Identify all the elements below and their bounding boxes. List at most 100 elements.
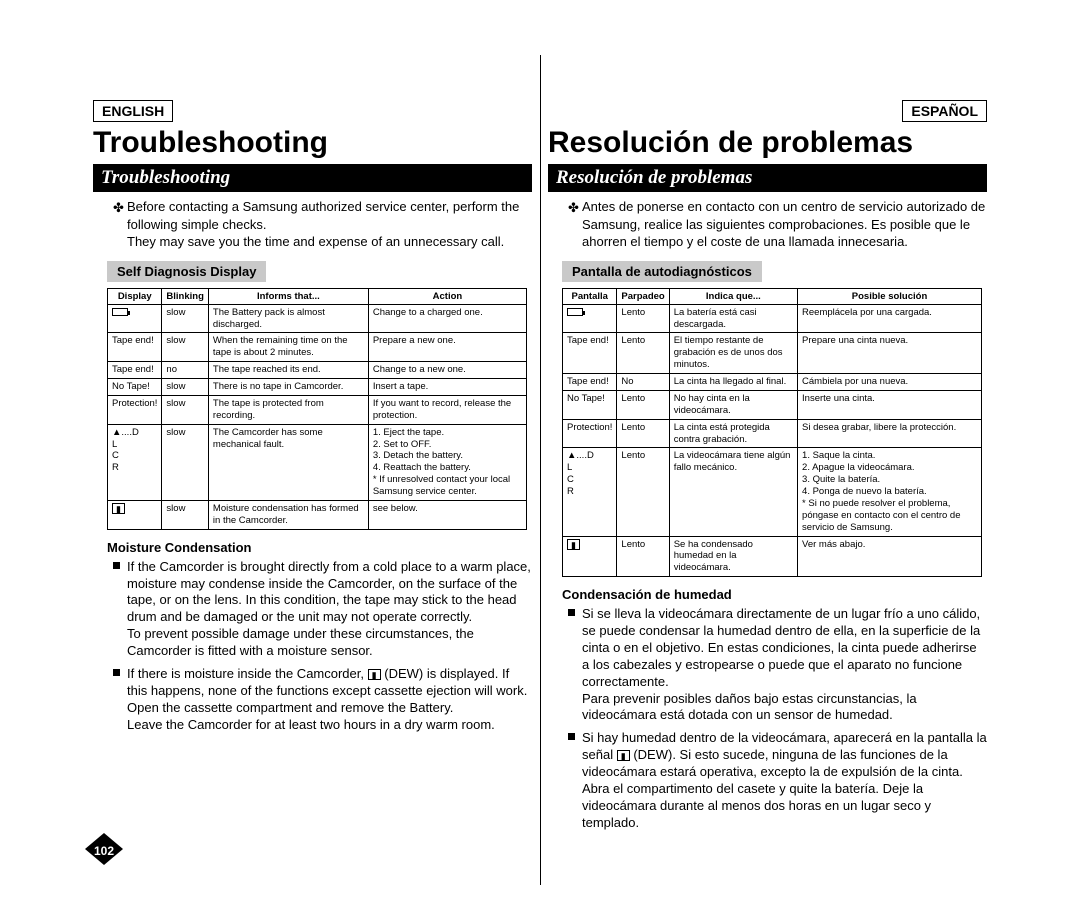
- table-cell: The tape reached its end.: [208, 362, 368, 379]
- manual-page: ENGLISH Troubleshooting Troubleshooting …: [85, 100, 995, 860]
- table-cell: slow: [162, 304, 208, 333]
- table-row: Tape end!slowWhen the remaining time on …: [108, 333, 527, 362]
- table-cell: 1. Eject the tape.2. Set to OFF.3. Detac…: [368, 424, 526, 500]
- th-pantalla: Pantalla: [563, 288, 617, 304]
- table-cell: ▲....DLCR: [108, 424, 162, 500]
- dew-icon: ▮: [112, 503, 125, 514]
- table-cell: Tape end!: [563, 374, 617, 391]
- table-row: ▲....DLCRLentoLa videocámara tiene algún…: [563, 448, 982, 536]
- lang-label-es: ESPAÑOL: [902, 100, 987, 122]
- table-cell: see below.: [368, 500, 526, 529]
- title-en: Troubleshooting: [93, 126, 532, 160]
- spanish-column: ESPAÑOL Resolución de problemas Resoluci…: [540, 100, 995, 860]
- table-cell: Moisture condensation has formed in the …: [208, 500, 368, 529]
- table-row: Tape end!LentoEl tiempo restante de grab…: [563, 333, 982, 374]
- table-cell: The Battery pack is almost discharged.: [208, 304, 368, 333]
- section-bar-es: Resolución de problemas: [548, 164, 987, 192]
- intro-es: ✤ Antes de ponerse en contacto con un ce…: [548, 198, 987, 251]
- table-cell: Prepare a new one.: [368, 333, 526, 362]
- moisture-text-1-es: Si se lleva la videocámara directamente …: [582, 606, 980, 722]
- dew-icon: ▮: [567, 539, 580, 550]
- table-cell: Lento: [617, 390, 669, 419]
- table-cell: [563, 304, 617, 333]
- dew-icon: ▮: [617, 750, 630, 761]
- table-cell: When the remaining time on the tape is a…: [208, 333, 368, 362]
- table-row: ▮ LentoSe ha condensado humedad en la vid…: [563, 536, 982, 577]
- battery-icon: [112, 308, 128, 316]
- table-cell: Reemplácela por una cargada.: [798, 304, 982, 333]
- table-cell: The Camcorder has some mechanical fault.: [208, 424, 368, 500]
- table-row: ▲....DLCRslowThe Camcorder has some mech…: [108, 424, 527, 500]
- table-cell: Se ha condensado humedad en la videocáma…: [669, 536, 797, 577]
- moisture-para1-en: If the Camcorder is brought directly fro…: [93, 559, 532, 660]
- intro-text-es: Antes de ponerse en contacto con un cent…: [582, 199, 985, 249]
- moisture-para2-en: If there is moisture inside the Camcorde…: [93, 666, 532, 734]
- table-cell: El tiempo restante de grabación es de un…: [669, 333, 797, 374]
- table-cell: Change to a charged one.: [368, 304, 526, 333]
- diagnosis-table-es: Pantalla Parpadeo Indica que... Posible …: [562, 288, 982, 578]
- table-heading-en: Self Diagnosis Display: [107, 261, 266, 282]
- table-cell: Protection!: [108, 395, 162, 424]
- th-solucion: Posible solución: [798, 288, 982, 304]
- square-bullet-icon: [113, 669, 120, 676]
- table-cell: Lento: [617, 419, 669, 448]
- english-column: ENGLISH Troubleshooting Troubleshooting …: [85, 100, 540, 860]
- table-cell: Change to a new one.: [368, 362, 526, 379]
- table-row: Protection!slowThe tape is protected fro…: [108, 395, 527, 424]
- table-cell: Ver más abajo.: [798, 536, 982, 577]
- th-display: Display: [108, 288, 162, 304]
- table-row: LentoLa batería está casi descargada.Ree…: [563, 304, 982, 333]
- table-cell: Insert a tape.: [368, 379, 526, 396]
- table-cell: slow: [162, 395, 208, 424]
- table-cell: slow: [162, 500, 208, 529]
- th-informs: Informs that...: [208, 288, 368, 304]
- intro-text-1: Before contacting a Samsung authorized s…: [127, 199, 519, 232]
- table-cell: La videocámara tiene algún fallo mecánic…: [669, 448, 797, 536]
- table-cell: Tape end!: [108, 362, 162, 379]
- table-cell: slow: [162, 424, 208, 500]
- th-parpadeo: Parpadeo: [617, 288, 669, 304]
- clover-bullet-icon: ✤: [568, 199, 579, 217]
- th-indica: Indica que...: [669, 288, 797, 304]
- table-row: ▮ slowMoisture condensation has formed in…: [108, 500, 527, 529]
- table-cell: slow: [162, 333, 208, 362]
- lang-label-en: ENGLISH: [93, 100, 173, 122]
- moisture-text-2a: If there is moisture inside the Camcorde…: [127, 666, 368, 681]
- table-heading-es: Pantalla de autodiagnósticos: [562, 261, 762, 282]
- table-cell: Lento: [617, 448, 669, 536]
- table-cell: Lento: [617, 536, 669, 577]
- table-cell: [108, 304, 162, 333]
- square-bullet-icon: [113, 562, 120, 569]
- table-cell: Inserte una cinta.: [798, 390, 982, 419]
- table-cell: No: [617, 374, 669, 391]
- intro-en: ✤ Before contacting a Samsung authorized…: [93, 198, 532, 251]
- battery-icon: [567, 308, 583, 316]
- th-blinking: Blinking: [162, 288, 208, 304]
- table-cell: ▲....DLCR: [563, 448, 617, 536]
- moisture-text-1: If the Camcorder is brought directly fro…: [127, 559, 531, 658]
- table-row: Protection!LentoLa cinta está protegida …: [563, 419, 982, 448]
- table-cell: If you want to record, release the prote…: [368, 395, 526, 424]
- moisture-title-es: Condensación de humedad: [562, 587, 987, 602]
- dew-icon: ▮: [368, 669, 381, 680]
- table-cell: Lento: [617, 304, 669, 333]
- table-cell: No hay cinta en la videocámara.: [669, 390, 797, 419]
- moisture-para2-es: Si hay humedad dentro de la videocámara,…: [548, 730, 987, 831]
- page-number-badge: 102: [85, 833, 123, 865]
- section-bar-en: Troubleshooting: [93, 164, 532, 192]
- table-cell: 1. Saque la cinta.2. Apague la videocáma…: [798, 448, 982, 536]
- table-row: Tape end!NoLa cinta ha llegado al final.…: [563, 374, 982, 391]
- table-cell: Protection!: [563, 419, 617, 448]
- table-cell: ▮: [108, 500, 162, 529]
- moisture-para1-es: Si se lleva la videocámara directamente …: [548, 606, 987, 724]
- table-cell: La batería está casi descargada.: [669, 304, 797, 333]
- table-cell: The tape is protected from recording.: [208, 395, 368, 424]
- table-cell: No Tape!: [563, 390, 617, 419]
- table-cell: La cinta ha llegado al final.: [669, 374, 797, 391]
- table-row: No Tape!slowThere is no tape in Camcorde…: [108, 379, 527, 396]
- page-number: 102: [94, 844, 114, 858]
- square-bullet-icon: [568, 609, 575, 616]
- table-cell: Cámbiela por una nueva.: [798, 374, 982, 391]
- table-cell: Lento: [617, 333, 669, 374]
- table-cell: No Tape!: [108, 379, 162, 396]
